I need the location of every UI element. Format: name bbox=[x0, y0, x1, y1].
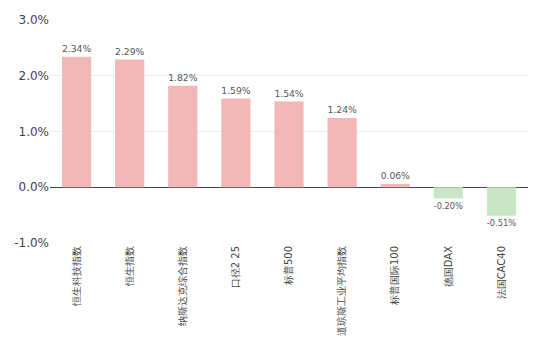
svg-text:恒生指数: 恒生指数 bbox=[124, 246, 135, 287]
svg-text:道琼斯工业平均指数: 道琼斯工业平均指数 bbox=[336, 246, 347, 336]
svg-text:0.06%: 0.06% bbox=[381, 170, 410, 181]
svg-text:1.54%: 1.54% bbox=[274, 88, 303, 99]
svg-text:1.59%: 1.59% bbox=[221, 85, 250, 96]
svg-text:标普500: 标普500 bbox=[283, 246, 294, 286]
svg-text:恒生科技指数: 恒生科技指数 bbox=[71, 246, 82, 307]
svg-text:3.0%: 3.0% bbox=[19, 13, 50, 27]
svg-text:1.0%: 1.0% bbox=[19, 125, 50, 139]
svg-text:纳斯达克综合指数: 纳斯达克综合指数 bbox=[177, 246, 188, 326]
svg-text:2.34%: 2.34% bbox=[62, 43, 91, 54]
svg-text:法国CAC40: 法国CAC40 bbox=[496, 246, 507, 299]
svg-text:标普国际100: 标普国际100 bbox=[389, 246, 400, 306]
svg-text:1.24%: 1.24% bbox=[328, 104, 357, 115]
svg-text:口径2 25: 口径2 25 bbox=[230, 246, 241, 288]
svg-text:2.29%: 2.29% bbox=[115, 46, 144, 57]
svg-text:-1.0%: -1.0% bbox=[14, 236, 49, 250]
svg-text:德国DAX: 德国DAX bbox=[443, 246, 454, 287]
svg-text:1.82%: 1.82% bbox=[168, 72, 197, 83]
svg-text:0.0%: 0.0% bbox=[19, 180, 50, 194]
svg-text:-0.51%: -0.51% bbox=[487, 218, 516, 228]
svg-text:-0.20%: -0.20% bbox=[434, 201, 463, 211]
svg-text:2.0%: 2.0% bbox=[19, 69, 50, 83]
